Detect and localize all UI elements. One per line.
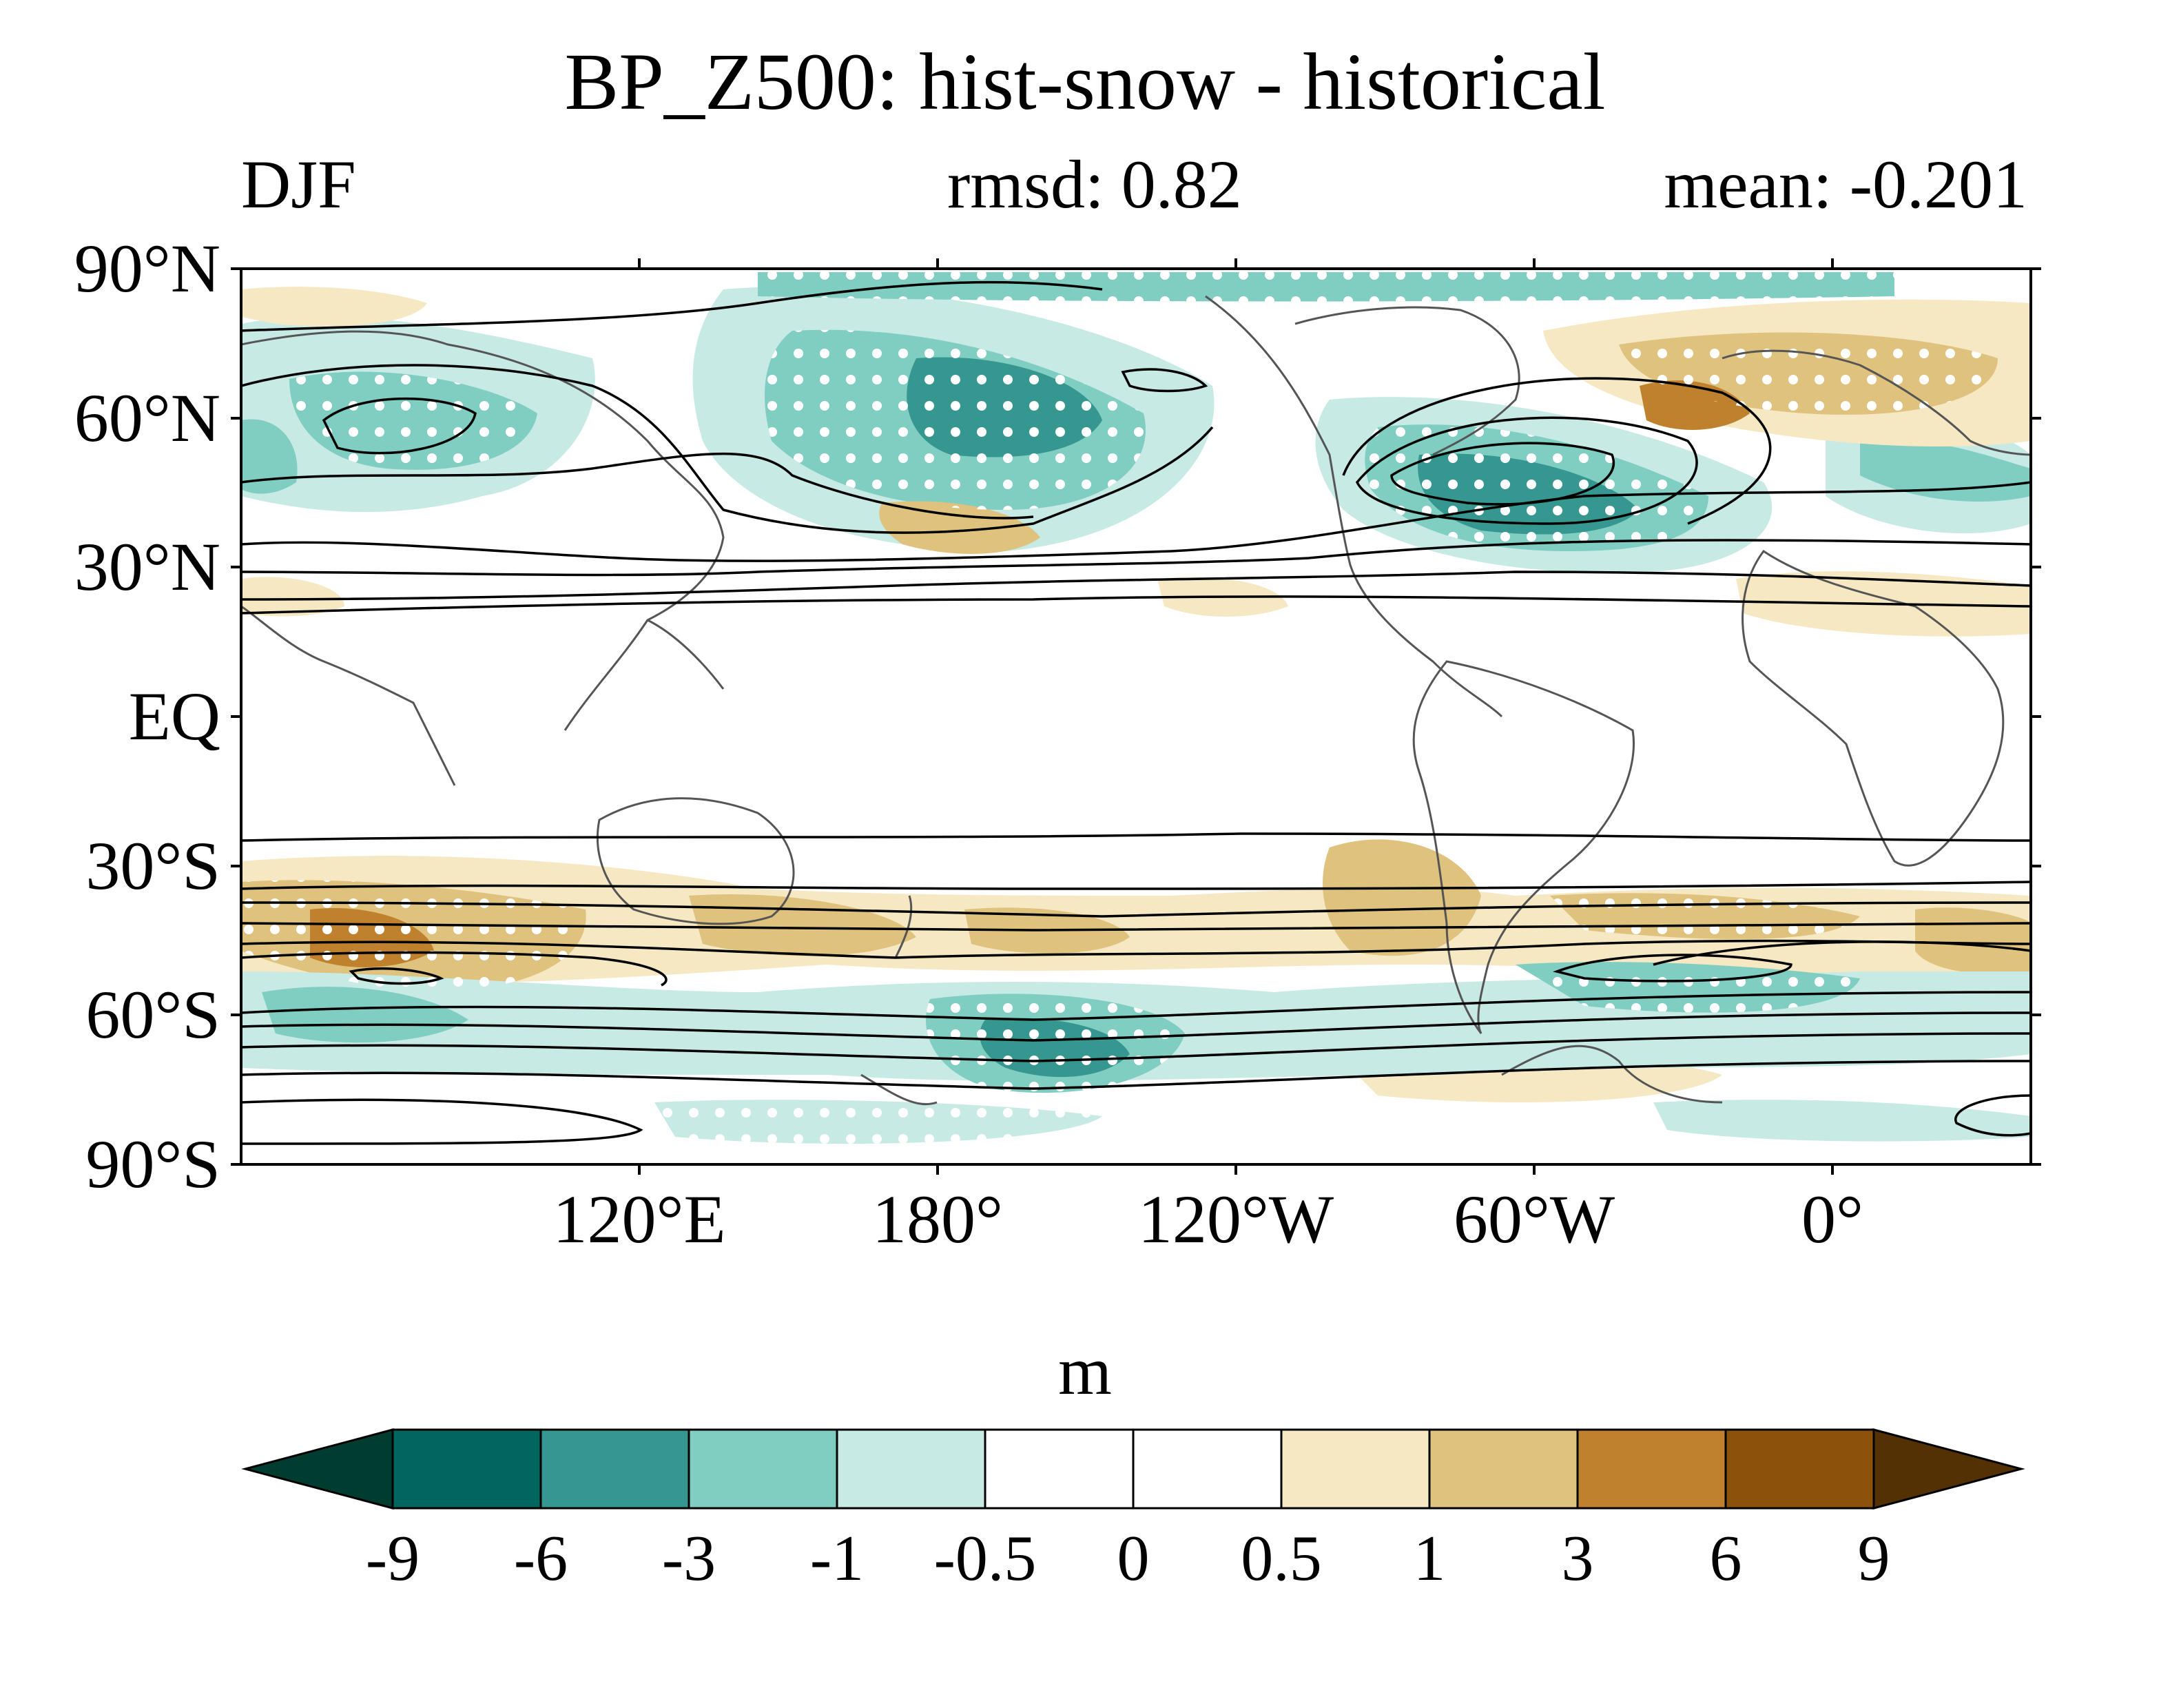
colorbar-tick-label: 0 — [1117, 1523, 1150, 1594]
colorbar — [241, 1428, 2025, 1510]
colorbar-bin — [1724, 1428, 1875, 1510]
colorbar-tick-label: 1 — [1413, 1523, 1446, 1594]
colorbar-bin — [391, 1428, 542, 1510]
lon-label: 120°E — [552, 1181, 726, 1257]
axis-ticks — [231, 258, 2041, 1175]
lat-label: 60°N — [74, 380, 220, 456]
colorbar-bin — [1132, 1428, 1283, 1510]
colorbar-high-arrow — [1872, 1428, 2025, 1510]
lat-label: 90°S — [85, 1126, 220, 1202]
lat-label: 30°S — [85, 827, 220, 904]
colorbar-bin — [984, 1428, 1135, 1510]
colorbar-bin — [1428, 1428, 1579, 1510]
colorbar-tick-label: -9 — [365, 1523, 420, 1594]
anomaly-field — [241, 272, 2031, 1145]
lon-label: 180° — [872, 1181, 1003, 1257]
colorbar-tick-label: -0.5 — [933, 1523, 1037, 1594]
lon-label: 0° — [1801, 1181, 1863, 1257]
colorbar-bin — [688, 1428, 838, 1510]
coastlines — [241, 295, 2031, 1106]
lat-label: EQ — [128, 678, 220, 754]
colorbar-tick-label: 0.5 — [1241, 1523, 1322, 1594]
lat-label: 60°S — [85, 976, 220, 1053]
colorbar-bin — [1576, 1428, 1727, 1510]
colorbar-tick-label: 3 — [1561, 1523, 1594, 1594]
colorbar-tick-label: -6 — [513, 1523, 568, 1594]
colorbar-low-arrow — [241, 1428, 394, 1510]
colorbar-tick-label: 9 — [1857, 1523, 1890, 1594]
lon-label: 120°W — [1137, 1181, 1334, 1257]
season-label: DJF — [241, 146, 356, 223]
lon-label: 60°W — [1453, 1181, 1615, 1257]
colorbar-bin — [1280, 1428, 1431, 1510]
colorbar-tick-label: -1 — [809, 1523, 865, 1594]
lat-label: 90°N — [74, 230, 220, 307]
mean-label: mean: -0.201 — [1664, 146, 2027, 223]
colorbar-bin — [539, 1428, 690, 1510]
colorbar-bin — [836, 1428, 986, 1510]
lat-label: 30°N — [74, 528, 220, 605]
rmsd-label: rmsd: 0.82 — [947, 146, 1242, 223]
colorbar-tick-label: 6 — [1709, 1523, 1742, 1594]
colorbar-units: m — [1058, 1333, 1112, 1409]
colorbar-tick-label: -3 — [661, 1523, 716, 1594]
climatology-contours — [241, 280, 2031, 1145]
plot-title: BP_Z500: hist-snow - historical — [564, 37, 1606, 127]
